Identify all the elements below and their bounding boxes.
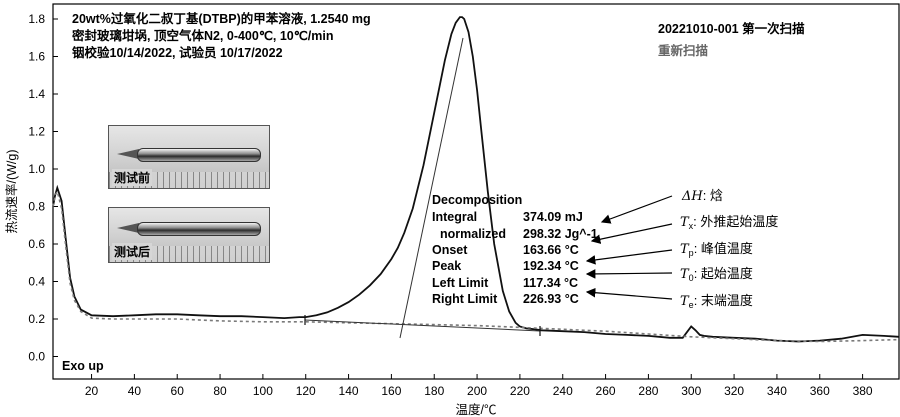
series-layer — [52, 16, 900, 343]
x-tick-label: 20 — [85, 384, 99, 398]
y-tick-label: 0.4 — [28, 275, 45, 289]
axes: 20 40 60 80 100 120 140 160 180 200 220 240 260 280 30… — [4, 3, 900, 417]
photo-after-test: 测试后 — [108, 207, 270, 263]
x-tick-label: 140 — [339, 384, 359, 398]
result-label-onset: Onset — [432, 243, 468, 257]
arrow-tp — [585, 249, 673, 265]
x-tick-label: 300 — [681, 384, 701, 398]
header-line-2: 密封玻璃坩埚, 顶空气体N2, 0-400℃, 10℃/min — [71, 28, 333, 43]
y-axis-label: 热流速率/(W/g) — [4, 149, 19, 233]
x-tick-label: 340 — [767, 384, 787, 398]
result-value-onset: 163.66 °C — [523, 243, 579, 257]
x-tick-label: 380 — [853, 384, 873, 398]
result-value-integral: 374.09 mJ — [523, 210, 583, 224]
x-tick-label: 320 — [724, 384, 744, 398]
x-tick-label: 80 — [213, 384, 227, 398]
arrow-t0 — [585, 269, 673, 279]
result-value-peak: 192.34 °C — [523, 259, 579, 273]
result-value-right-limit: 226.93 °C — [523, 292, 579, 306]
y-tick-label: 0.0 — [28, 350, 45, 364]
arrow-tx — [590, 223, 673, 244]
x-tick-label: 220 — [510, 384, 530, 398]
tube-tip — [117, 223, 139, 233]
arrow-te — [585, 287, 673, 300]
x-tick-label: 180 — [424, 384, 444, 398]
exo-up-label: Exo up — [62, 359, 104, 373]
result-label-right-limit: Right Limit — [432, 292, 498, 306]
run-id: 20221010-001 第一次扫描 — [658, 21, 805, 36]
x-tick-label: 200 — [467, 384, 487, 398]
x-axis-label: 温度/℃ — [456, 402, 497, 417]
after-label: 测试后 — [112, 243, 153, 260]
y-tick-label: 1.2 — [28, 125, 45, 139]
annotation-t0: T0: 起始温度 — [680, 266, 753, 283]
result-label-peak: Peak — [432, 259, 461, 273]
before-label: 测试前 — [112, 169, 153, 186]
x-tick-label: 100 — [253, 384, 273, 398]
results-title: Decomposition — [432, 193, 522, 207]
tube-tip — [117, 149, 139, 159]
annotation-dh: ΔH: 焓 — [681, 188, 723, 204]
integration-baseline — [304, 319, 541, 332]
glass-tube — [137, 222, 261, 236]
y-tick-label: 1.8 — [28, 12, 45, 26]
photo-before-test: 测试前 — [108, 125, 270, 189]
x-tick-label: 260 — [596, 384, 616, 398]
arrow-dh — [600, 195, 673, 224]
y-tick-label: 1.6 — [28, 50, 45, 64]
annotation-overlay — [304, 37, 673, 339]
x-tick-label: 120 — [296, 384, 316, 398]
y-tick-label: 0.8 — [28, 200, 45, 214]
x-tick-label: 40 — [128, 384, 142, 398]
x-tick-label: 280 — [638, 384, 658, 398]
y-tick-label: 0.2 — [28, 312, 45, 326]
rescan-label: 重新扫描 — [658, 43, 709, 58]
annotation-tx: Tx: 外推起始温度 — [680, 214, 778, 231]
rescan-series-line — [52, 189, 900, 343]
header-line-1: 20wt%过氧化二叔丁基(DTBP)的甲苯溶液, 1.2540 mg — [72, 11, 371, 26]
x-tick-label: 360 — [810, 384, 830, 398]
glass-tube — [137, 148, 261, 162]
first-scan-series-line — [52, 16, 900, 343]
x-tick-label: 60 — [171, 384, 185, 398]
x-tick-label: 240 — [553, 384, 573, 398]
plot-frame — [52, 3, 900, 380]
y-tick-label: 0.6 — [28, 237, 45, 251]
result-value-normalized: 298.32 Jg^-1 — [523, 227, 598, 241]
y-tick-label: 1.0 — [28, 162, 45, 176]
header-line-3: 铟校验10/14/2022, 试验员 10/17/2022 — [72, 45, 283, 60]
y-tick-label: 1.4 — [28, 87, 45, 101]
result-label-normalized: normalized — [440, 227, 506, 241]
result-value-left-limit: 117.34 °C — [523, 276, 578, 290]
annotation-te: Te: 末端温度 — [680, 293, 753, 310]
result-label-left-limit: Left Limit — [432, 276, 489, 290]
onset-tangent-line — [399, 37, 464, 339]
x-tick-label: 160 — [381, 384, 401, 398]
result-label-integral: Integral — [432, 210, 477, 224]
annotation-tp: Tp: 峰值温度 — [680, 241, 753, 258]
